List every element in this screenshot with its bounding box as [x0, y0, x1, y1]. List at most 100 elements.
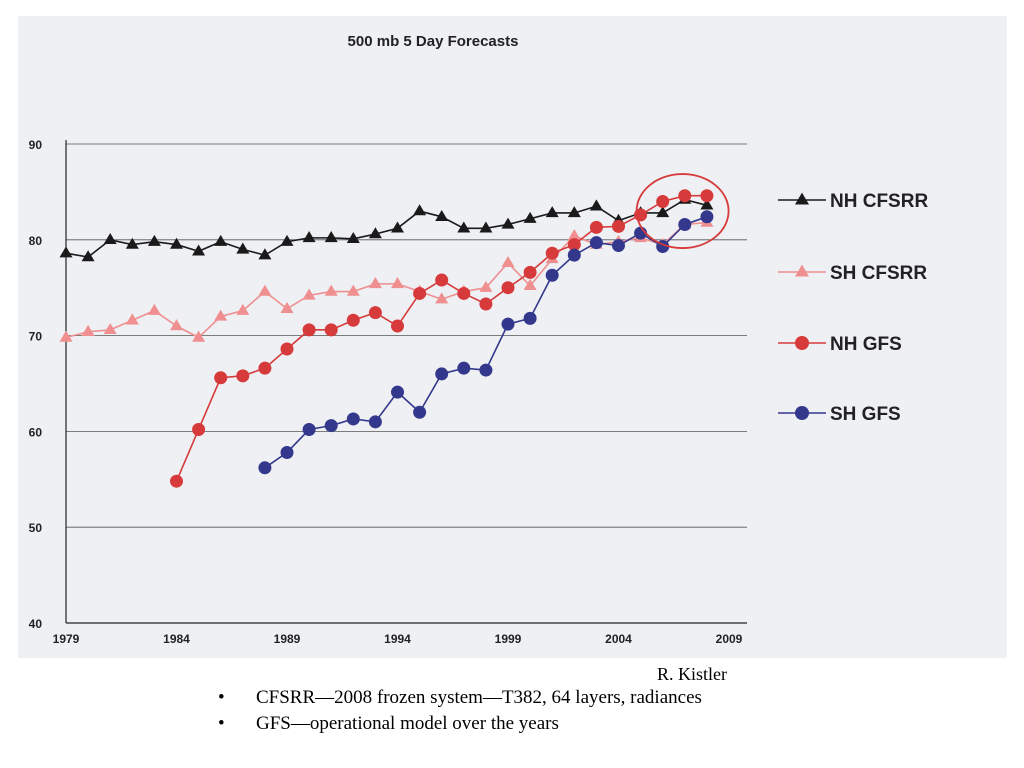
data-point	[391, 221, 404, 233]
legend-marker	[795, 192, 809, 205]
data-point	[700, 189, 714, 203]
data-point	[324, 323, 338, 337]
chart-panel: 500 mb 5 Day Forecasts 40 50 60 70 80 90 1979 19…	[18, 16, 1007, 658]
data-point	[567, 229, 581, 241]
data-point	[435, 367, 449, 381]
data-point	[214, 309, 228, 321]
data-point	[435, 292, 449, 304]
data-point	[589, 236, 603, 250]
data-point	[435, 209, 449, 222]
data-point	[280, 445, 294, 459]
series-line	[175, 194, 707, 482]
data-point	[457, 221, 471, 233]
y-tick-label: 70	[29, 330, 43, 344]
data-point	[612, 219, 625, 233]
data-point	[236, 242, 250, 254]
data-point	[280, 301, 294, 313]
data-point	[81, 324, 95, 336]
data-point	[302, 422, 316, 436]
legend-label: SH CFSRR	[830, 263, 927, 284]
data-point	[678, 189, 692, 203]
chart: 500 mb 5 Day Forecasts 40 50 60 70 80 90 1979 19…	[29, 33, 929, 646]
data-point	[501, 217, 515, 229]
highlight-circle	[635, 173, 730, 249]
data-point	[258, 461, 272, 475]
y-tick-label: 90	[29, 138, 43, 152]
bullet-symbol: •	[218, 713, 225, 734]
data-point	[324, 284, 338, 296]
data-point	[523, 278, 537, 290]
bullet-text: GFS—operational model over the years	[256, 713, 559, 734]
data-point	[656, 194, 670, 208]
credit-text: R. Kistler	[657, 664, 727, 684]
data-point	[678, 217, 692, 231]
data-point	[501, 317, 515, 331]
data-point	[302, 323, 316, 337]
x-tick-label: 1984	[163, 632, 190, 646]
data-point	[59, 246, 73, 258]
data-point	[589, 220, 603, 234]
data-point	[391, 319, 404, 333]
series-sh-gfs	[258, 210, 714, 475]
chart-title: 500 mb 5 Day Forecasts	[348, 33, 519, 50]
bullet-list: • CFSRR—2008 frozen system—T382, 64 laye…	[218, 685, 702, 737]
y-tick-label: 80	[29, 234, 43, 248]
data-point	[479, 297, 493, 311]
y-tick-label: 60	[29, 425, 43, 439]
x-tick-label: 1989	[274, 632, 301, 646]
data-point	[413, 204, 427, 216]
bullet-item: • GFS—operational model over the years	[218, 711, 702, 737]
y-tick-label: 50	[29, 521, 43, 535]
x-tick-label: 1994	[384, 632, 411, 646]
data-point	[656, 206, 670, 218]
series-nh-gfs	[170, 189, 714, 488]
data-point	[147, 303, 161, 315]
data-point	[258, 248, 272, 260]
data-point	[545, 206, 559, 218]
data-point	[280, 234, 294, 246]
data-point	[258, 361, 272, 375]
series-line	[65, 198, 708, 258]
data-point	[302, 288, 316, 300]
data-point	[324, 419, 338, 433]
data-point	[192, 330, 206, 342]
data-point	[391, 277, 404, 289]
data-point	[567, 238, 581, 252]
data-point	[368, 306, 382, 320]
data-point	[59, 330, 73, 342]
data-point	[368, 277, 382, 289]
data-point	[479, 280, 493, 292]
legend-item: SH GFS	[778, 404, 901, 425]
data-point	[435, 273, 449, 287]
data-point	[258, 284, 272, 296]
data-point	[192, 422, 206, 436]
data-point	[413, 286, 427, 300]
data-point	[700, 210, 714, 224]
data-point	[413, 405, 427, 419]
data-point	[170, 474, 183, 488]
data-point	[457, 286, 471, 300]
data-point	[81, 250, 95, 262]
data-point	[501, 255, 515, 267]
data-point	[457, 361, 471, 375]
data-point	[324, 231, 338, 243]
data-point	[589, 199, 603, 211]
legend-item: NH GFS	[778, 334, 902, 355]
data-point	[346, 313, 360, 327]
data-point	[214, 234, 228, 246]
data-point	[280, 342, 294, 356]
data-point	[368, 415, 382, 429]
series-sh-cfsrr	[59, 215, 714, 342]
x-tick-label: 1979	[53, 632, 80, 646]
x-tick-label: 1999	[495, 632, 522, 646]
data-point	[567, 206, 581, 218]
legend-item: NH CFSRR	[778, 191, 928, 212]
data-point	[236, 303, 250, 315]
data-point	[523, 311, 537, 325]
x-tick-label: 2009	[716, 632, 743, 646]
legend-label: NH CFSRR	[830, 191, 928, 212]
data-point	[545, 246, 559, 260]
data-point	[368, 227, 382, 239]
data-point	[479, 221, 493, 233]
data-point	[346, 412, 360, 426]
